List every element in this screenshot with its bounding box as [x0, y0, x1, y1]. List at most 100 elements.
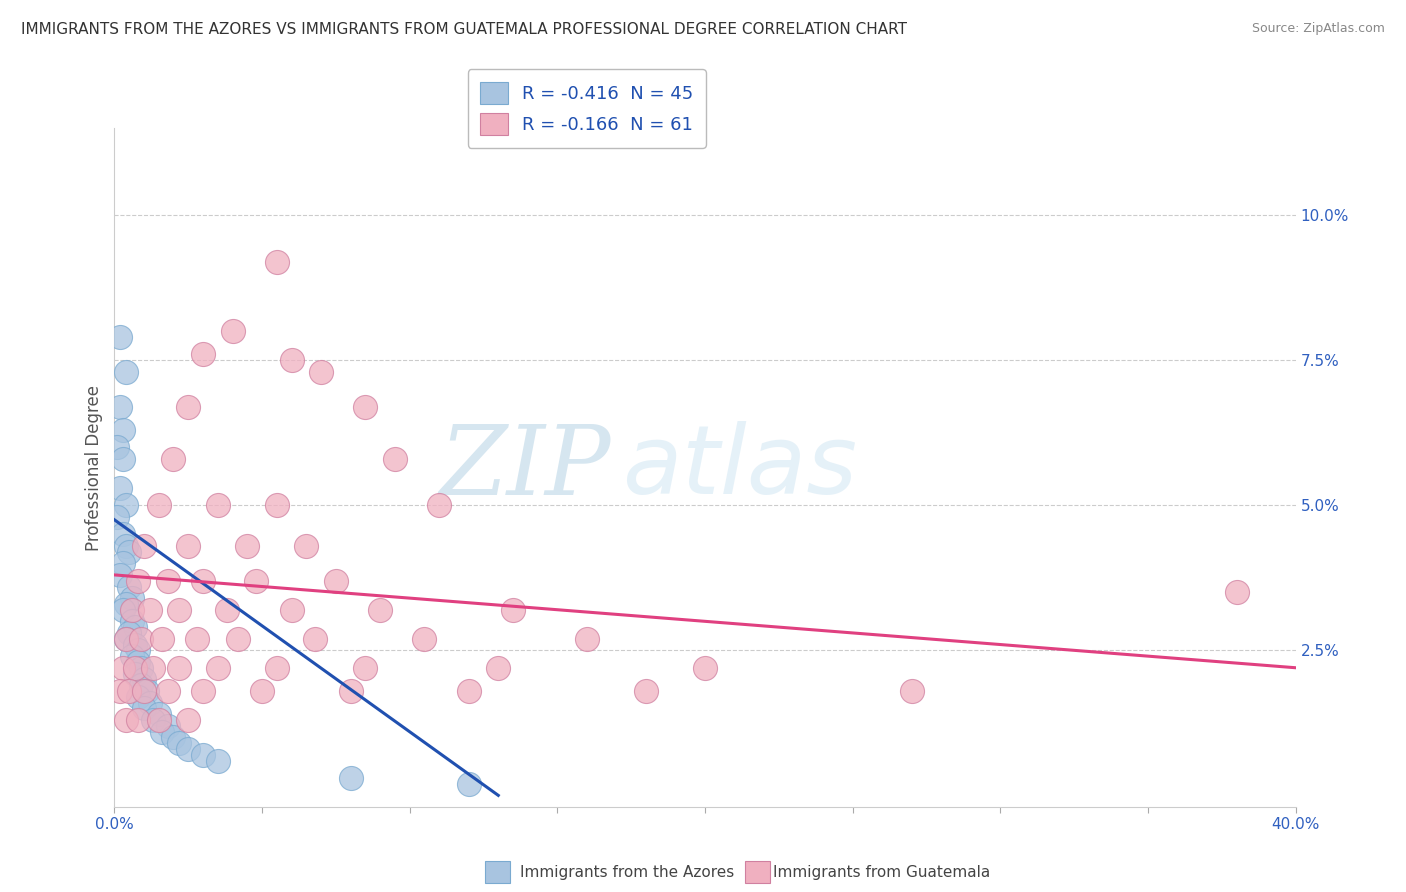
Point: [191, 574, 214, 588]
Point: [115, 597, 138, 611]
Point: [148, 498, 170, 512]
Point: [457, 684, 479, 698]
Point: [127, 713, 149, 727]
Point: [127, 655, 149, 669]
Point: [486, 661, 509, 675]
Point: [105, 509, 128, 524]
Point: [207, 498, 229, 512]
Text: IMMIGRANTS FROM THE AZORES VS IMMIGRANTS FROM GUATEMALA PROFESSIONAL DEGREE CORR: IMMIGRANTS FROM THE AZORES VS IMMIGRANTS…: [21, 22, 907, 37]
Point: [112, 661, 135, 675]
Point: [221, 324, 243, 338]
Point: [127, 690, 149, 704]
Point: [121, 649, 143, 664]
Point: [129, 661, 152, 675]
Point: [236, 539, 259, 553]
Point: [112, 451, 135, 466]
Point: [148, 707, 170, 722]
Point: [280, 353, 302, 368]
Point: [150, 632, 173, 646]
Point: [121, 591, 143, 606]
Point: [139, 603, 162, 617]
Point: [124, 620, 146, 634]
Point: [156, 574, 179, 588]
Point: [132, 539, 155, 553]
Point: [228, 632, 250, 646]
Point: [139, 696, 162, 710]
Point: [295, 539, 318, 553]
Y-axis label: Professional Degree: Professional Degree: [86, 384, 103, 550]
Point: [115, 632, 138, 646]
Point: [177, 539, 200, 553]
Point: [634, 684, 657, 698]
Point: [339, 771, 361, 785]
Point: [900, 684, 922, 698]
Text: atlas: atlas: [623, 421, 858, 514]
Point: [169, 661, 191, 675]
Point: [118, 626, 141, 640]
Point: [162, 451, 184, 466]
Point: [110, 481, 132, 495]
Point: [245, 574, 267, 588]
Point: [112, 603, 135, 617]
Point: [132, 701, 155, 715]
Point: [110, 568, 132, 582]
Point: [132, 673, 155, 687]
Point: [118, 580, 141, 594]
Point: [207, 754, 229, 768]
Point: [309, 365, 332, 379]
Point: [142, 661, 165, 675]
Point: [413, 632, 436, 646]
Point: [135, 684, 157, 698]
Point: [129, 632, 152, 646]
Point: [110, 684, 132, 698]
Point: [325, 574, 347, 588]
Point: [124, 661, 146, 675]
Text: Immigrants from the Azores: Immigrants from the Azores: [520, 865, 734, 880]
Point: [115, 632, 138, 646]
Point: [142, 713, 165, 727]
Text: ZIP: ZIP: [439, 421, 610, 515]
Point: [191, 747, 214, 762]
Point: [110, 400, 132, 414]
Point: [215, 603, 238, 617]
Point: [266, 498, 288, 512]
Point: [112, 423, 135, 437]
Point: [115, 539, 138, 553]
Point: [112, 527, 135, 541]
Point: [502, 603, 524, 617]
Point: [148, 713, 170, 727]
Point: [132, 684, 155, 698]
Point: [121, 603, 143, 617]
Point: [129, 678, 152, 692]
Point: [304, 632, 326, 646]
Point: [169, 603, 191, 617]
Point: [156, 719, 179, 733]
Point: [124, 666, 146, 681]
Point: [427, 498, 450, 512]
Point: [127, 574, 149, 588]
Point: [115, 498, 138, 512]
Point: [177, 713, 200, 727]
Point: [156, 684, 179, 698]
Point: [368, 603, 391, 617]
Text: Source: ZipAtlas.com: Source: ZipAtlas.com: [1251, 22, 1385, 36]
Point: [118, 545, 141, 559]
Point: [115, 365, 138, 379]
Point: [127, 643, 149, 657]
Point: [693, 661, 716, 675]
Point: [169, 736, 191, 750]
Point: [121, 615, 143, 629]
Point: [115, 713, 138, 727]
Point: [191, 684, 214, 698]
Text: Immigrants from Guatemala: Immigrants from Guatemala: [773, 865, 991, 880]
Point: [105, 440, 128, 454]
Point: [124, 638, 146, 652]
Point: [177, 400, 200, 414]
Legend: R = -0.416  N = 45, R = -0.166  N = 61: R = -0.416 N = 45, R = -0.166 N = 61: [468, 70, 706, 148]
Point: [354, 400, 377, 414]
Point: [186, 632, 208, 646]
Point: [191, 347, 214, 361]
Point: [118, 684, 141, 698]
Point: [354, 661, 377, 675]
Point: [384, 451, 406, 466]
